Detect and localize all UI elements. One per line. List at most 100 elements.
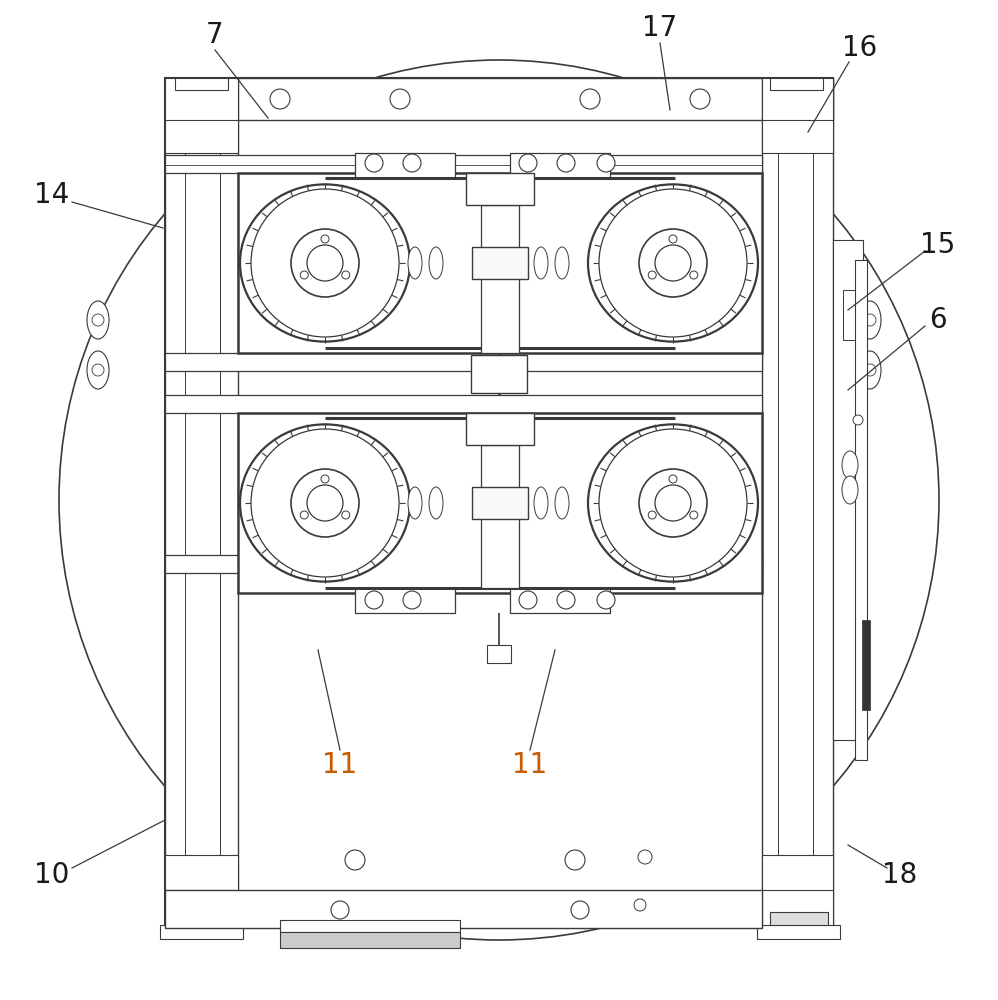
Circle shape xyxy=(291,469,359,537)
Bar xyxy=(238,173,762,353)
Bar xyxy=(165,155,762,173)
Bar xyxy=(757,925,840,939)
Circle shape xyxy=(321,235,329,243)
Ellipse shape xyxy=(859,301,881,339)
Ellipse shape xyxy=(240,424,410,582)
Ellipse shape xyxy=(555,487,569,519)
Ellipse shape xyxy=(429,487,443,519)
Circle shape xyxy=(92,364,104,376)
Bar xyxy=(833,240,863,740)
Circle shape xyxy=(307,485,343,521)
Text: 7: 7 xyxy=(207,21,224,49)
Circle shape xyxy=(365,591,383,609)
Bar xyxy=(238,413,762,593)
Ellipse shape xyxy=(240,184,410,342)
Bar xyxy=(472,247,528,279)
Bar xyxy=(510,588,610,613)
Circle shape xyxy=(390,89,410,109)
Circle shape xyxy=(639,229,707,297)
Circle shape xyxy=(864,364,876,376)
Circle shape xyxy=(251,429,399,577)
Circle shape xyxy=(634,899,646,911)
Ellipse shape xyxy=(534,487,548,519)
Ellipse shape xyxy=(842,476,858,504)
Circle shape xyxy=(331,901,349,919)
Text: 11: 11 xyxy=(322,751,357,779)
Text: 16: 16 xyxy=(842,34,877,62)
Bar xyxy=(862,620,870,710)
Circle shape xyxy=(403,154,421,172)
Circle shape xyxy=(669,475,677,483)
Circle shape xyxy=(557,591,575,609)
Circle shape xyxy=(321,475,329,483)
Circle shape xyxy=(403,591,421,609)
Ellipse shape xyxy=(588,424,758,582)
Text: 6: 6 xyxy=(929,306,947,334)
Circle shape xyxy=(639,469,707,537)
Bar xyxy=(481,445,519,588)
Circle shape xyxy=(519,591,537,609)
Bar xyxy=(165,890,762,928)
Bar xyxy=(466,413,534,445)
Circle shape xyxy=(638,850,652,864)
Circle shape xyxy=(92,314,104,326)
Text: 11: 11 xyxy=(512,751,548,779)
Bar xyxy=(165,855,238,928)
Circle shape xyxy=(291,229,359,297)
Bar xyxy=(165,78,833,928)
Circle shape xyxy=(251,189,399,337)
Circle shape xyxy=(345,850,365,870)
Ellipse shape xyxy=(408,487,422,519)
Circle shape xyxy=(519,154,537,172)
Circle shape xyxy=(365,154,383,172)
Bar xyxy=(855,260,867,760)
Ellipse shape xyxy=(87,301,109,339)
Circle shape xyxy=(690,511,698,519)
Ellipse shape xyxy=(555,247,569,279)
Circle shape xyxy=(300,511,308,519)
Bar xyxy=(175,78,228,90)
Circle shape xyxy=(853,415,863,425)
Text: 10: 10 xyxy=(34,861,70,889)
Bar xyxy=(355,153,455,178)
Circle shape xyxy=(580,89,600,109)
Bar xyxy=(165,78,833,120)
Bar xyxy=(472,487,528,519)
Circle shape xyxy=(571,901,589,919)
Bar xyxy=(762,78,833,928)
Bar xyxy=(280,932,460,948)
Circle shape xyxy=(864,314,876,326)
Circle shape xyxy=(270,89,290,109)
Ellipse shape xyxy=(842,451,858,479)
Circle shape xyxy=(341,271,349,279)
Circle shape xyxy=(655,245,691,281)
Circle shape xyxy=(341,511,349,519)
Bar xyxy=(165,78,238,928)
Circle shape xyxy=(565,850,585,870)
Bar xyxy=(165,353,762,371)
Text: 14: 14 xyxy=(34,181,70,209)
Text: 17: 17 xyxy=(643,14,678,42)
Circle shape xyxy=(597,591,615,609)
Bar xyxy=(165,395,762,413)
Bar xyxy=(762,855,833,928)
Ellipse shape xyxy=(87,351,109,389)
Circle shape xyxy=(300,271,308,279)
Bar xyxy=(770,912,828,925)
Circle shape xyxy=(599,189,747,337)
Circle shape xyxy=(59,60,939,940)
Ellipse shape xyxy=(534,247,548,279)
Circle shape xyxy=(649,271,657,279)
Bar xyxy=(770,78,823,90)
Bar xyxy=(510,153,610,178)
Circle shape xyxy=(669,235,677,243)
Ellipse shape xyxy=(408,247,422,279)
Bar xyxy=(160,925,243,939)
Circle shape xyxy=(557,154,575,172)
Bar xyxy=(165,78,238,153)
Text: 15: 15 xyxy=(920,231,956,259)
Circle shape xyxy=(655,485,691,521)
Circle shape xyxy=(690,271,698,279)
Bar xyxy=(471,355,527,393)
Circle shape xyxy=(597,154,615,172)
